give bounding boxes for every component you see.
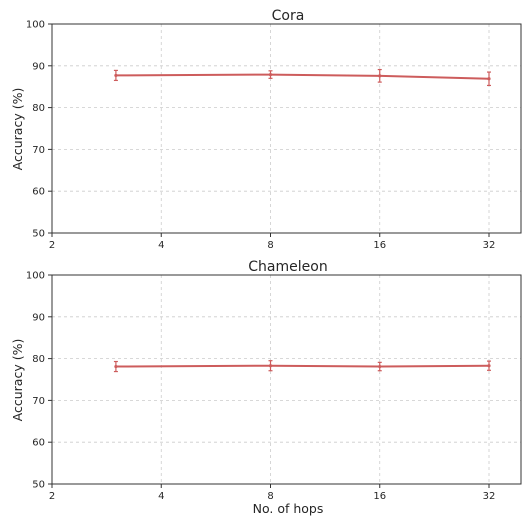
data-point bbox=[487, 77, 491, 81]
series-line bbox=[115, 364, 490, 368]
y-tick-label: 90 bbox=[32, 312, 45, 323]
series-line bbox=[115, 73, 490, 80]
x-tick-label: 4 bbox=[158, 491, 164, 502]
chart-title: Chameleon bbox=[248, 259, 327, 275]
data-point bbox=[487, 364, 491, 368]
x-axis-label: No. of hops bbox=[253, 501, 324, 516]
y-tick-label: 80 bbox=[32, 103, 45, 114]
plot-frame bbox=[51, 274, 522, 485]
data-point bbox=[268, 72, 273, 77]
x-tick-label: 32 bbox=[483, 491, 496, 502]
data-point bbox=[114, 364, 118, 369]
data-point bbox=[268, 364, 273, 368]
x-tick-label: 16 bbox=[373, 240, 386, 251]
y-tick-label: 100 bbox=[26, 271, 45, 282]
y-tick-label: 70 bbox=[32, 396, 45, 407]
x-tick-label: 2 bbox=[49, 491, 55, 502]
x-tick-label: 2 bbox=[49, 240, 55, 251]
y-tick-label: 80 bbox=[32, 354, 45, 365]
x-tick-label: 4 bbox=[158, 240, 164, 251]
y-tick-label: 50 bbox=[32, 229, 45, 240]
y-axis-label: Accuracy (%) bbox=[10, 339, 25, 422]
chart-chameleon: Chameleon Accuracy (%) 50 60 70 80 90 100 2 4 8 1… bbox=[10, 259, 522, 516]
y-tick-label: 90 bbox=[32, 61, 45, 72]
data-point bbox=[114, 73, 118, 78]
data-point bbox=[378, 74, 382, 78]
y-tick-label: 60 bbox=[32, 187, 45, 198]
data-point bbox=[378, 364, 382, 369]
x-tick-label: 32 bbox=[483, 240, 496, 251]
y-tick-label: 50 bbox=[32, 480, 45, 491]
y-tick-label: 100 bbox=[26, 20, 45, 31]
y-tick-label: 70 bbox=[32, 145, 45, 156]
chart-title: Cora bbox=[272, 8, 305, 24]
x-tick-label: 8 bbox=[267, 240, 273, 251]
plot-frame bbox=[51, 23, 522, 234]
x-tick-label: 16 bbox=[373, 491, 386, 502]
chart-cora: Cora Accuracy (%) 50 60 70 80 90 100 2 4 8 16 32 bbox=[10, 8, 522, 251]
y-axis-label: Accuracy (%) bbox=[10, 88, 25, 171]
x-tick-label: 8 bbox=[267, 491, 273, 502]
y-tick-label: 60 bbox=[32, 438, 45, 449]
